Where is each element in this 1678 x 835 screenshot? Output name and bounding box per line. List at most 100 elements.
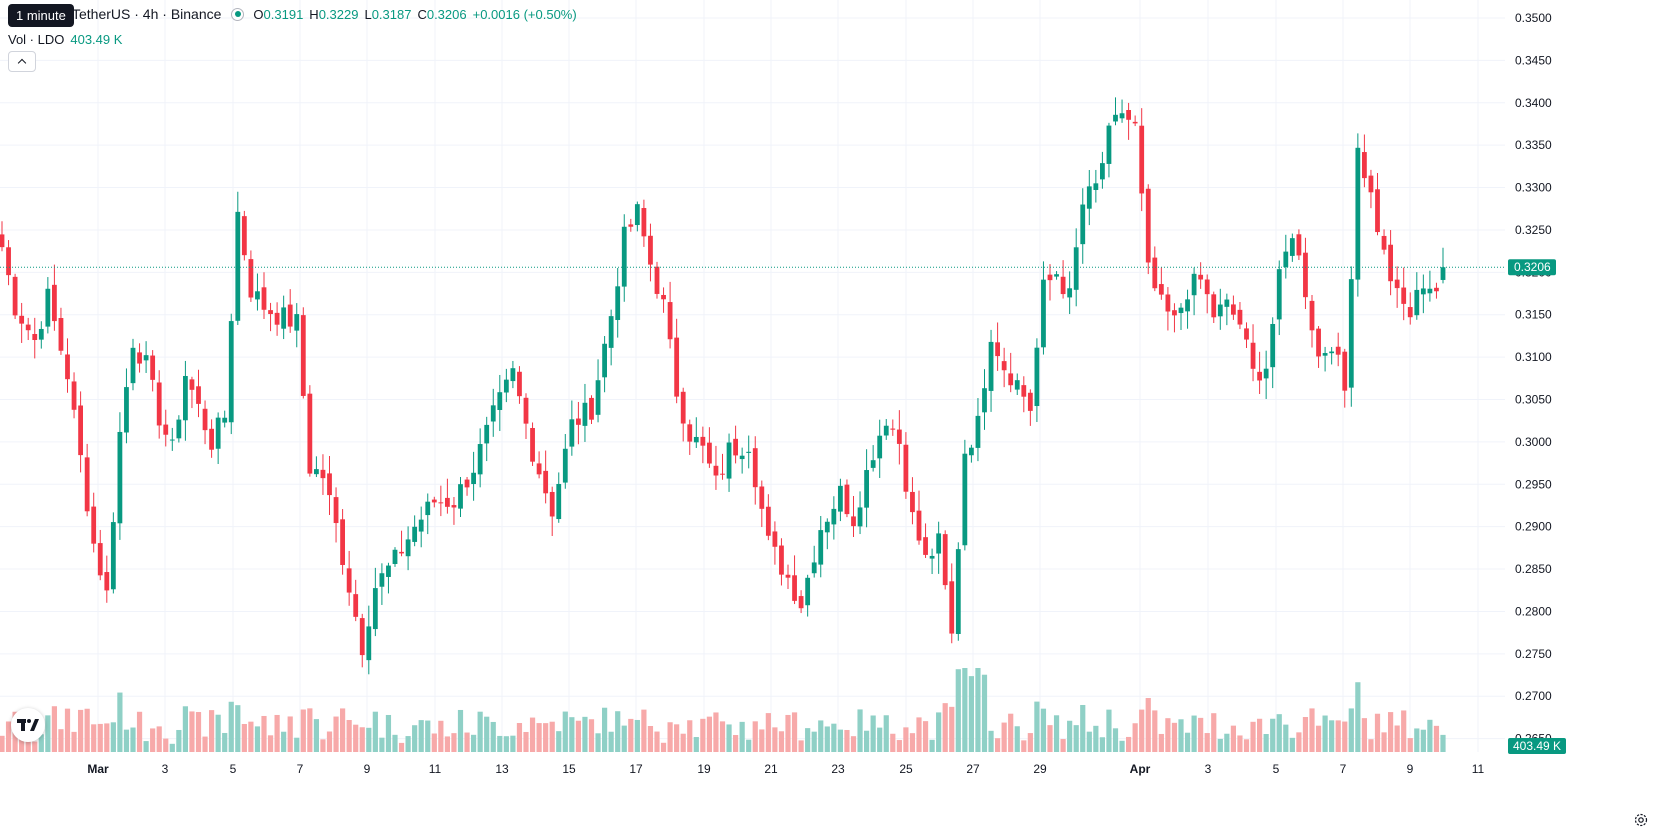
candle: [1198, 262, 1204, 289]
candle-body: [268, 310, 273, 315]
volume-bar: [988, 730, 994, 752]
volume-bar: [477, 711, 483, 752]
candle: [477, 428, 483, 488]
candle-body: [392, 549, 398, 564]
candle-body: [824, 521, 830, 533]
candle: [418, 506, 424, 548]
candle: [235, 191, 241, 325]
volume-bar: [857, 709, 863, 752]
candle-body: [726, 442, 732, 479]
volume-bar: [1001, 722, 1007, 752]
candle: [556, 472, 562, 523]
candle: [752, 436, 758, 505]
candle-body: [883, 425, 889, 436]
candle-body: [988, 341, 994, 391]
volume-bar: [1368, 739, 1374, 752]
candle-body: [949, 581, 955, 634]
volume-bar: [1165, 718, 1171, 752]
volume-bar: [706, 716, 712, 752]
volume-bar: [91, 724, 97, 752]
candle: [896, 410, 902, 465]
volume-bar: [1348, 708, 1354, 752]
volume-bar: [300, 709, 306, 752]
price-tick-label: 0.3300: [1515, 181, 1552, 195]
candle-body: [104, 572, 110, 591]
candle: [196, 369, 201, 418]
volume-bar: [287, 716, 293, 752]
candle: [241, 210, 247, 261]
gear-icon[interactable]: [1632, 811, 1650, 829]
price-tick-label: 0.3250: [1515, 223, 1552, 237]
tradingview-logo-icon[interactable]: [11, 708, 45, 742]
candle: [923, 523, 928, 558]
volume-bar: [202, 736, 208, 752]
candle-body: [65, 354, 70, 380]
candle: [1191, 267, 1197, 316]
volume-bar: [176, 729, 182, 752]
candle: [602, 336, 607, 393]
candle-body: [1106, 125, 1112, 164]
volume-bar: [19, 738, 25, 752]
candle-body: [1231, 304, 1236, 315]
symbol-title[interactable]: TetherUS · 4h · Binance: [72, 6, 222, 22]
volume-bar: [412, 725, 418, 752]
candle: [870, 445, 876, 472]
candle-body: [720, 473, 725, 475]
candle-body: [1100, 163, 1105, 180]
candle-body: [1093, 183, 1099, 190]
candle-body: [942, 534, 948, 586]
candle-body: [477, 444, 483, 475]
candle-body: [425, 501, 431, 516]
candle-body: [969, 447, 974, 456]
candle: [667, 281, 673, 349]
volume-legend[interactable]: Vol · LDO 403.49 K: [8, 32, 122, 47]
candle-body: [680, 391, 686, 424]
market-status-icon[interactable]: [231, 7, 245, 21]
volume-bar: [805, 728, 811, 752]
candle-body: [615, 286, 621, 320]
volume-bar: [1335, 720, 1341, 752]
candle-body: [1119, 113, 1125, 119]
volume-bar: [490, 721, 496, 752]
candle-body: [556, 483, 562, 520]
candle: [399, 530, 404, 557]
candle: [274, 302, 280, 336]
candle-body: [890, 428, 896, 430]
candle: [1322, 346, 1328, 372]
volume-bar: [385, 714, 392, 752]
volume-bar: [955, 669, 961, 752]
candle: [163, 409, 169, 447]
candle-body: [1375, 189, 1380, 233]
candle-body: [248, 259, 254, 298]
volume-bar: [254, 726, 261, 752]
change-value: +0.0016 (+0.50%): [472, 6, 577, 22]
candle: [379, 563, 385, 605]
volume-bar: [791, 712, 798, 752]
symbol-legend: TetherUS · 4h · Binance O 0.3191 H 0.3229 …: [8, 6, 577, 22]
volume-bar: [71, 731, 77, 752]
volume-bar: [909, 733, 916, 752]
volume-bar: [1381, 732, 1387, 752]
time-tick-label: 7: [297, 762, 304, 776]
candle: [261, 272, 267, 319]
candle: [765, 494, 771, 541]
candle-body: [1001, 361, 1007, 371]
close-value: 0.3206: [426, 6, 467, 22]
volume-bar: [215, 714, 221, 752]
candle: [838, 478, 843, 522]
candle: [471, 451, 476, 501]
candle: [281, 295, 287, 340]
price-tick-label: 0.2800: [1515, 604, 1552, 618]
candle: [497, 374, 503, 432]
candle: [503, 368, 509, 403]
candle: [464, 477, 470, 496]
candle: [844, 479, 850, 518]
candle: [1388, 230, 1393, 296]
candle: [12, 273, 18, 320]
close-label: C: [417, 6, 427, 22]
volume-bar: [752, 721, 758, 752]
collapse-legend-button[interactable]: [8, 51, 36, 72]
candle: [1224, 293, 1230, 326]
volume-bar: [850, 736, 857, 752]
